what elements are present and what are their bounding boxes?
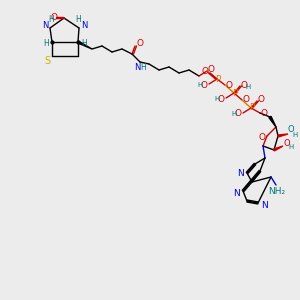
Text: O: O <box>218 94 224 103</box>
Polygon shape <box>278 134 288 137</box>
Text: O: O <box>288 125 294 134</box>
Text: H: H <box>140 62 146 71</box>
Text: O: O <box>284 140 290 148</box>
Text: O: O <box>208 65 214 74</box>
Text: O: O <box>242 95 250 104</box>
Text: H: H <box>288 144 294 150</box>
Text: O: O <box>235 110 242 118</box>
Text: O: O <box>136 40 143 49</box>
Text: S: S <box>44 56 50 66</box>
Text: P: P <box>215 74 221 83</box>
Text: N: N <box>42 20 48 29</box>
Text: H: H <box>43 40 49 49</box>
Text: N: N <box>134 62 140 71</box>
Text: O: O <box>259 134 266 142</box>
Text: NH₂: NH₂ <box>268 188 286 196</box>
Text: O: O <box>226 80 232 89</box>
Text: O: O <box>260 110 268 118</box>
Polygon shape <box>269 116 276 127</box>
Text: H: H <box>48 16 54 25</box>
Polygon shape <box>274 146 283 151</box>
Text: O: O <box>257 95 265 104</box>
Text: H: H <box>231 111 237 117</box>
Text: N: N <box>81 20 87 29</box>
Text: O: O <box>200 80 208 89</box>
Text: N: N <box>234 188 240 197</box>
Text: H: H <box>245 84 250 90</box>
Text: N: N <box>261 200 267 209</box>
Text: P: P <box>232 88 238 98</box>
Text: O: O <box>50 14 58 22</box>
Text: P: P <box>249 103 255 112</box>
Text: H: H <box>197 82 202 88</box>
Text: H: H <box>81 40 87 49</box>
Text: O: O <box>241 80 248 89</box>
Text: O: O <box>202 68 208 76</box>
Text: H: H <box>75 16 81 25</box>
Text: H: H <box>292 132 298 138</box>
Polygon shape <box>78 41 92 49</box>
Text: N: N <box>238 169 244 178</box>
Text: H: H <box>214 96 220 102</box>
